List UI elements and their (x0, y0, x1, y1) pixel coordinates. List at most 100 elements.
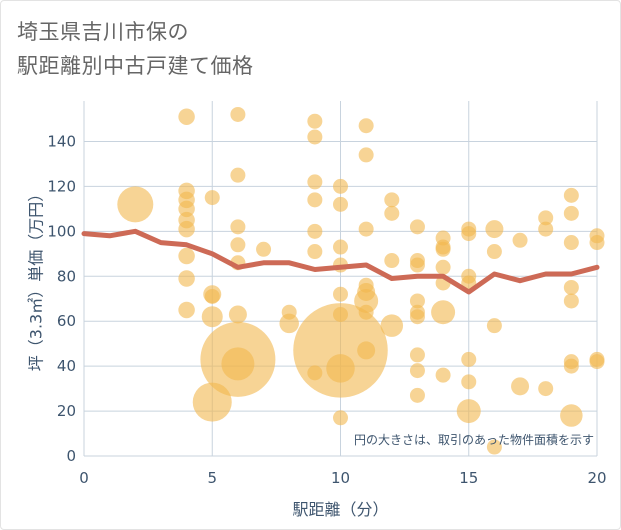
y-tick-label: 0 (66, 447, 76, 465)
bubble-point (461, 226, 477, 242)
bubble-point (230, 219, 246, 235)
bubble-point (409, 309, 425, 325)
trend-line-layer (81, 228, 600, 295)
bubble-point (256, 241, 272, 257)
bubble-point (563, 358, 579, 374)
x-tick-label: 15 (459, 469, 478, 487)
bubble-point (358, 277, 374, 293)
bubble-point (563, 187, 579, 203)
bubble-point (486, 439, 502, 455)
bubble-point (485, 220, 504, 239)
bubble-point (409, 219, 425, 235)
bubble-point (409, 347, 425, 363)
bubble-point (326, 354, 355, 383)
bubble-point (192, 382, 232, 422)
y-axis-label: 坪（3.3㎡）単価（万円） (27, 186, 46, 371)
y-tick-label: 100 (47, 222, 76, 240)
bubble-point (538, 221, 554, 237)
bubble-point (307, 174, 323, 190)
bubble-point (333, 286, 348, 302)
bubble-point (230, 167, 246, 183)
bubble-point (307, 113, 323, 129)
x-axis-label: 駅距離（分） (292, 500, 388, 519)
chart-title-line1: 埼玉県吉川市保の (17, 20, 189, 44)
bubble-point (560, 404, 583, 427)
bubble-point (333, 239, 348, 255)
bubble-point (358, 304, 374, 320)
y-tick-label: 40 (57, 357, 76, 375)
bubble-point (230, 237, 246, 253)
average-price-line (81, 228, 600, 295)
y-tick-label: 140 (47, 132, 76, 150)
chart-title-line2: 駅距離別中古戸建て価格 (17, 54, 254, 78)
bubble-point (486, 318, 502, 334)
bubble-point (333, 306, 348, 322)
bubble-layer (117, 106, 605, 455)
bubble-point (307, 192, 323, 208)
bubble-point (357, 341, 376, 360)
bubble-point (333, 178, 348, 194)
bubble-point (589, 354, 605, 370)
bubble-point (178, 301, 195, 319)
bubble-point (461, 351, 477, 367)
bubble-point (201, 306, 223, 328)
bubble-point (409, 257, 425, 273)
bubble-point (461, 374, 477, 390)
bubble-point (281, 304, 297, 320)
y-tick-label: 80 (57, 267, 76, 285)
bubble-point (435, 367, 451, 383)
bubble-point (307, 223, 323, 239)
bubble-point (279, 313, 299, 334)
bubble-point (228, 305, 247, 324)
y-tick-label: 20 (57, 402, 76, 420)
bubble-point (178, 220, 195, 238)
chart-title: 埼玉県吉川市保の 駅距離別中古戸建て価格 (17, 15, 254, 83)
bubble-point (435, 259, 451, 275)
bubble-point (358, 147, 374, 163)
x-tick-label: 0 (79, 469, 89, 487)
bubble-point (384, 192, 400, 208)
bubble-point (358, 221, 374, 237)
bubble-point (178, 247, 195, 265)
bubble-point (435, 241, 451, 257)
bubble-point (563, 205, 579, 221)
bubble-point (538, 210, 554, 226)
bubble-point (333, 196, 348, 212)
bubble-point (333, 410, 348, 426)
bubble-point (230, 106, 246, 122)
bubble-point (204, 288, 220, 304)
y-tick-label: 120 (47, 177, 76, 195)
x-tick-label: 10 (331, 469, 350, 487)
bubble-point (563, 235, 579, 251)
bubble-point (431, 300, 456, 325)
bubble-point (117, 186, 154, 223)
bubble-point (307, 365, 323, 381)
x-tick-label: 5 (207, 469, 217, 487)
bubble-point (456, 399, 481, 424)
bubble-point (538, 381, 554, 397)
bubble-point (221, 347, 255, 381)
bubble-point (563, 293, 579, 309)
bubble-point (178, 270, 195, 287)
bubble-point (589, 235, 605, 251)
bubble-point (563, 279, 579, 295)
bubble-point (307, 244, 323, 260)
tick-labels: 0 20 40 60 80 100 120 140 0 5 10 15 20 (47, 132, 606, 487)
bubble-point (409, 387, 425, 403)
y-tick-label: 60 (57, 312, 76, 330)
bubble-point (409, 363, 425, 379)
bubble-point (486, 244, 502, 260)
bubble-point (204, 190, 220, 206)
bubble-point (307, 129, 323, 145)
bubble-point (511, 377, 530, 396)
bubble-point (409, 293, 425, 309)
bubble-point (512, 232, 528, 248)
bubble-point (358, 118, 374, 134)
bubble-size-note: 円の大きさは、取引のあった物件面積を示す (354, 432, 594, 447)
bubble-point (380, 314, 404, 337)
x-tick-label: 20 (587, 469, 606, 487)
bubble-point (384, 205, 400, 221)
bubble-point (178, 108, 195, 125)
